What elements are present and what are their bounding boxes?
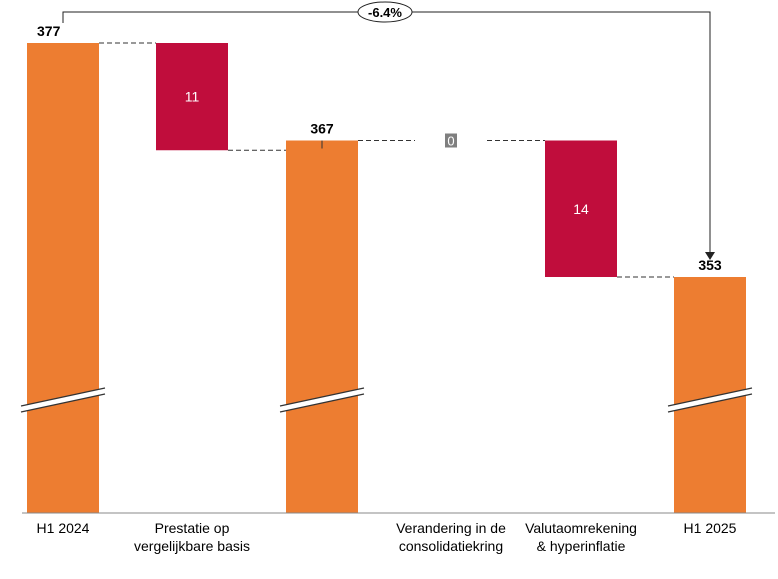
category-label: H1 2025 bbox=[684, 520, 737, 536]
value-labels: 377 11 367 0 14 353 bbox=[37, 23, 722, 273]
decrease-bar bbox=[545, 140, 617, 277]
value-label: 367 bbox=[310, 121, 334, 137]
decrease-bar bbox=[156, 43, 228, 151]
category-label: H1 2024 bbox=[37, 520, 90, 536]
axis-break-line bbox=[279, 393, 365, 413]
axis-break-line bbox=[279, 387, 365, 407]
category-label: Valutaomrekening bbox=[525, 520, 637, 536]
connector-lines bbox=[99, 42, 674, 278]
total-bar bbox=[286, 140, 358, 513]
category-label: Verandering in de bbox=[396, 520, 506, 536]
axis-break-line bbox=[667, 393, 753, 413]
axis-break-gap bbox=[280, 388, 364, 412]
category-label: & hyperinflatie bbox=[537, 538, 626, 554]
axis-break-line bbox=[20, 393, 106, 413]
change-percent-label: -6.4% bbox=[368, 5, 402, 20]
axis-break-gap bbox=[668, 388, 752, 412]
bars bbox=[27, 43, 746, 513]
category-label: vergelijkbare basis bbox=[134, 538, 250, 554]
category-labels: H1 2024 Prestatie op vergelijkbare basis Ve… bbox=[37, 520, 737, 554]
category-label: consolidatiekring bbox=[399, 538, 503, 554]
category-label: Prestatie op bbox=[155, 520, 230, 536]
value-label: 11 bbox=[185, 89, 200, 105]
arrow-head-icon bbox=[705, 252, 715, 260]
value-label: 353 bbox=[698, 257, 722, 273]
change-badge bbox=[357, 1, 413, 23]
value-label: 14 bbox=[573, 201, 589, 217]
axis-breaks bbox=[20, 387, 753, 413]
axis-break-gap bbox=[21, 388, 105, 412]
axis-break-line bbox=[667, 387, 753, 407]
value-label: 377 bbox=[37, 23, 61, 39]
axis-break-line bbox=[20, 387, 106, 407]
total-bar bbox=[27, 43, 99, 513]
change-annotation: -6.4% bbox=[62, 1, 715, 260]
zero-change-marker bbox=[445, 133, 457, 148]
value-label: 0 bbox=[447, 134, 454, 149]
